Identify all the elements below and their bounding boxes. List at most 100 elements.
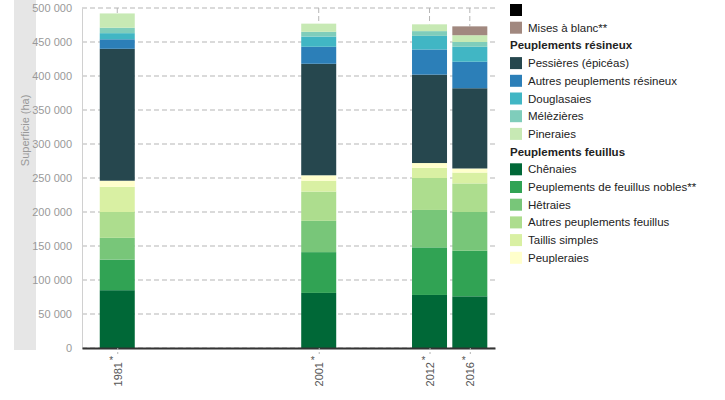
x-tick-label: 2001 bbox=[313, 362, 325, 386]
bar-segment bbox=[301, 192, 336, 221]
x-tick-label: 1981 bbox=[112, 362, 124, 386]
bar-segment bbox=[412, 49, 447, 74]
y-tick-label: 500 000 bbox=[32, 2, 72, 14]
legend: Mises à blanc** Peuplements résineux Pessi… bbox=[510, 4, 697, 264]
x-grid-line bbox=[318, 8, 319, 24]
bar-segment bbox=[452, 296, 487, 348]
bar-segment bbox=[412, 36, 447, 50]
legend-group-title: Peuplements résineux bbox=[510, 39, 633, 51]
bar-segment bbox=[100, 13, 135, 14]
annotation: * bbox=[462, 355, 466, 366]
bar-segment bbox=[412, 24, 447, 31]
y-tick: 150 000 bbox=[32, 240, 82, 252]
bar-segment bbox=[301, 175, 336, 180]
bar-segment bbox=[301, 221, 336, 252]
x-tick: 2012 bbox=[424, 348, 436, 386]
y-tick: 50 000 bbox=[38, 308, 82, 320]
y-tick: 250 000 bbox=[32, 172, 82, 184]
legend-label: Taillis simples bbox=[528, 234, 599, 246]
bar-segment bbox=[412, 24, 447, 25]
y-tick: 350 000 bbox=[32, 104, 82, 116]
bar-segment bbox=[412, 31, 447, 36]
y-tick: 0 bbox=[66, 342, 82, 354]
y-axis-title: Superficie (ha) bbox=[19, 95, 31, 167]
bar-segment bbox=[452, 88, 487, 168]
legend-swatch bbox=[510, 216, 522, 228]
bar-segment bbox=[412, 295, 447, 348]
grid-line bbox=[82, 348, 495, 349]
x-tick-mark bbox=[430, 348, 431, 354]
x-tick: 1981 bbox=[112, 348, 124, 386]
bar-segment bbox=[301, 64, 336, 176]
x-grid-line bbox=[429, 8, 430, 24]
bar-segment bbox=[412, 247, 447, 295]
chart: Superficie (ha) 0 50 000 100 000 150 000 200 … bbox=[0, 0, 725, 400]
y-tick-label: 50 000 bbox=[38, 308, 72, 320]
legend-label: Chênaies bbox=[528, 163, 577, 175]
bar-segment bbox=[301, 181, 336, 192]
y-tick: 450 000 bbox=[32, 36, 82, 48]
x-tick: 2001 bbox=[313, 348, 325, 386]
x-tick-mark bbox=[117, 348, 118, 354]
x-axis: 1981 2001 2012 2016 bbox=[83, 348, 496, 386]
y-tick-label: 450 000 bbox=[32, 36, 72, 48]
bar-segment bbox=[301, 23, 336, 24]
bar-segment bbox=[301, 37, 336, 47]
x-tick-label: 2012 bbox=[424, 362, 436, 386]
grid-line bbox=[82, 8, 495, 9]
bar-segment bbox=[100, 290, 135, 348]
y-tick-label: 400 000 bbox=[32, 70, 72, 82]
x-axis-line bbox=[83, 348, 496, 350]
legend-label: Autres peuplements feuillus bbox=[528, 216, 670, 228]
bar-segment bbox=[452, 212, 487, 251]
legend-label: Hêtraies bbox=[528, 199, 571, 211]
legend-label: Pessières (épicéas) bbox=[528, 57, 629, 69]
bar-segment bbox=[100, 39, 135, 49]
legend-label: Mises à blanc** bbox=[528, 22, 608, 34]
bar-segment bbox=[412, 75, 447, 163]
bar-segment bbox=[301, 23, 336, 24]
bar-segment bbox=[301, 252, 336, 293]
bar-segment bbox=[100, 13, 135, 14]
legend-swatch bbox=[510, 128, 522, 140]
x-tick: 2016 bbox=[464, 348, 476, 386]
bar-segment bbox=[100, 187, 135, 212]
bar-segment bbox=[412, 24, 447, 25]
legend-swatch bbox=[510, 93, 522, 105]
x-tick-mark bbox=[470, 348, 471, 354]
y-tick-label: 100 000 bbox=[32, 274, 72, 286]
legend-swatch bbox=[510, 252, 522, 264]
bar-segment bbox=[452, 47, 487, 62]
y-tick: 200 000 bbox=[32, 206, 82, 218]
bar-segment bbox=[452, 35, 487, 42]
y-tick-label: 300 000 bbox=[32, 138, 72, 150]
bar-segment bbox=[452, 26, 487, 35]
legend-label: Autres peuplements résineux bbox=[528, 75, 677, 87]
bar-segment bbox=[452, 168, 487, 172]
legend-label: Mélèzières bbox=[528, 110, 584, 122]
legend-label: Peuplements de feuillus nobles** bbox=[528, 181, 697, 193]
bar-segment bbox=[412, 178, 447, 210]
legend-group-title: Peuplements feuillus bbox=[510, 146, 625, 158]
legend-label: Douglasaies bbox=[528, 93, 592, 105]
x-tick-mark bbox=[319, 348, 320, 354]
bar-segment bbox=[100, 181, 135, 187]
x-grid bbox=[117, 8, 470, 26]
y-axis-line bbox=[82, 9, 83, 349]
y-tick: 100 000 bbox=[32, 274, 82, 286]
bar-segment bbox=[301, 24, 336, 32]
legend-swatch bbox=[510, 57, 522, 69]
y-tick: 400 000 bbox=[32, 70, 82, 82]
bar-segment bbox=[412, 163, 447, 168]
x-grid-line bbox=[117, 8, 118, 13]
bar-segment bbox=[452, 62, 487, 89]
y-tick-label: 200 000 bbox=[32, 206, 72, 218]
legend-swatch bbox=[510, 163, 522, 175]
bar-segment bbox=[412, 168, 447, 178]
bar-segment bbox=[100, 33, 135, 39]
x-tick-label: 2016 bbox=[464, 362, 476, 386]
y-tick-label: 150 000 bbox=[32, 240, 72, 252]
bar-segment bbox=[301, 47, 336, 64]
bar-segment bbox=[452, 42, 487, 47]
bar-segment bbox=[100, 28, 135, 33]
